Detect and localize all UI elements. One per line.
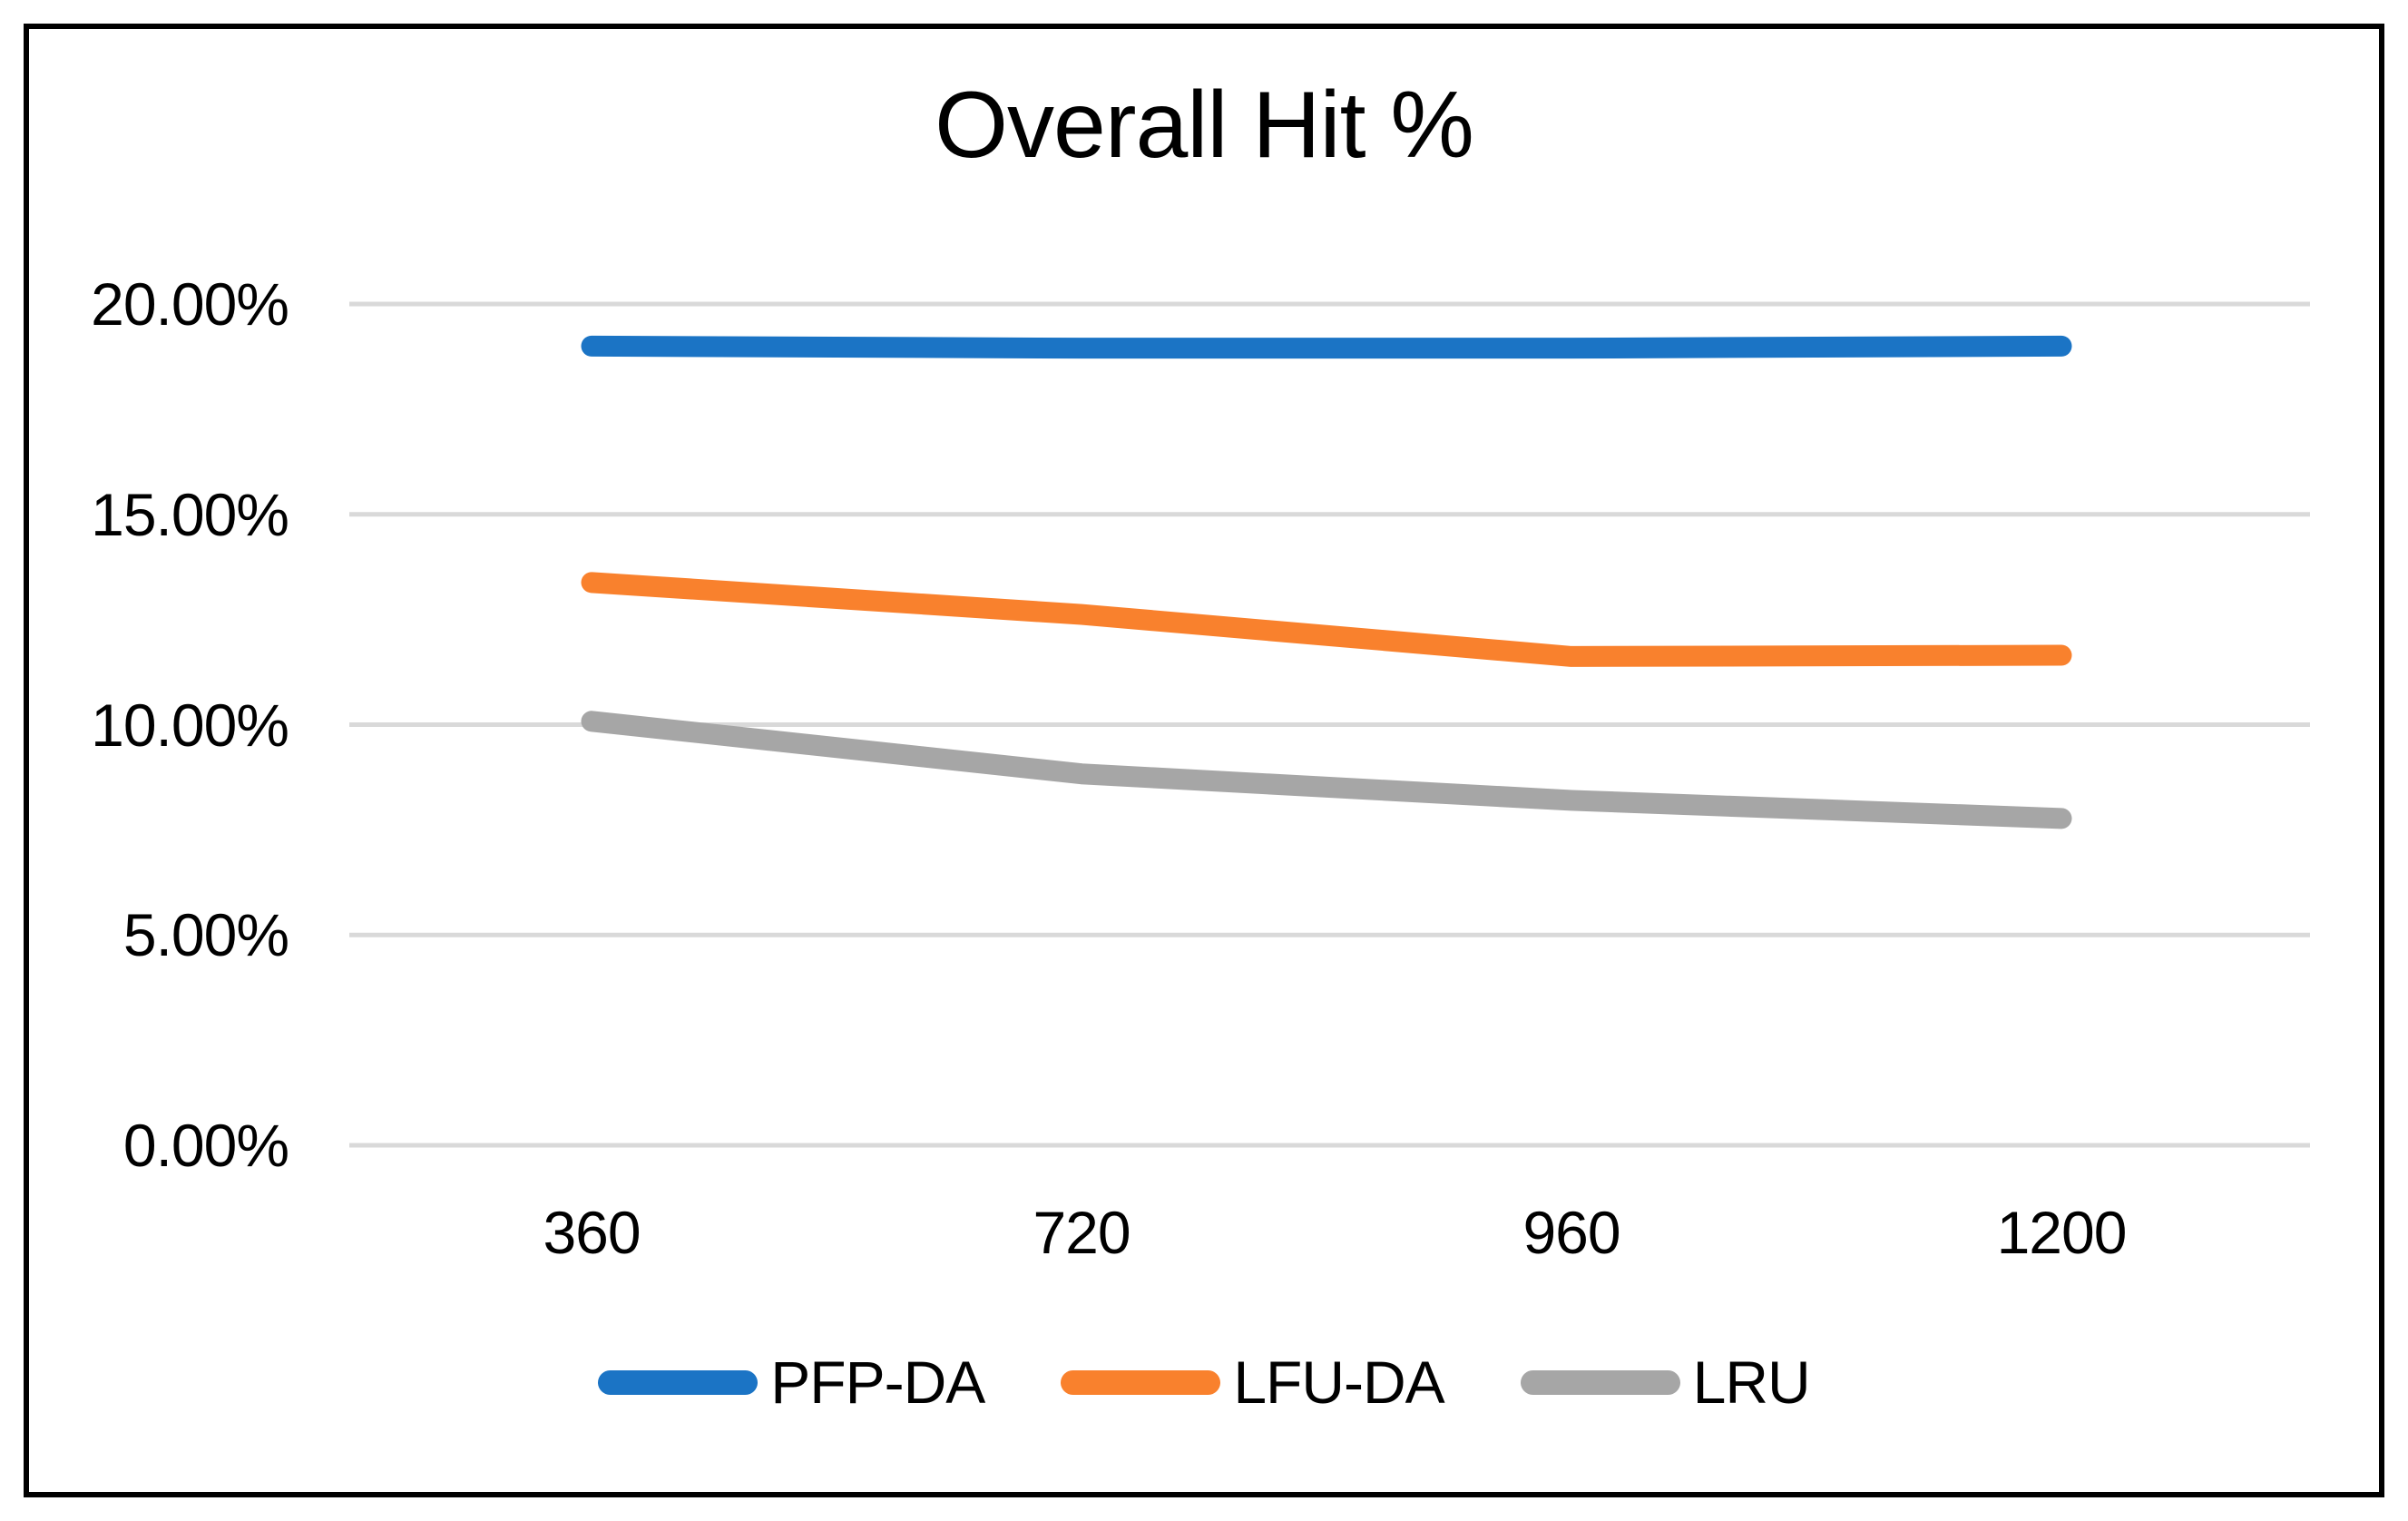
legend-swatch-pfp-da: [598, 1369, 759, 1395]
legend-item-lfu-da: LFU-DA: [1061, 1348, 1445, 1417]
x-tick-label-960: 960: [1522, 1199, 1620, 1266]
legend-item-lru: LRU: [1520, 1348, 1811, 1417]
series-line-lru: [581, 711, 2072, 829]
x-tick-label-720: 720: [1033, 1199, 1131, 1266]
y-tick-label-20.00%: 20.00%: [91, 270, 289, 338]
series-line-pfp-da: [581, 335, 2072, 359]
y-tick-label-15.00%: 15.00%: [91, 480, 289, 548]
legend-swatch-lfu-da: [1061, 1369, 1221, 1395]
chart-title: Overall Hit %: [935, 73, 1474, 178]
y-tick-label-10.00%: 10.00%: [91, 691, 289, 759]
legend: PFP-DA LFU-DA LRU: [0, 1341, 2408, 1423]
x-tick-label-360: 360: [543, 1199, 641, 1266]
legend-label-pfp-da: PFP-DA: [770, 1349, 985, 1416]
legend-label-lfu-da: LFU-DA: [1233, 1349, 1444, 1416]
legend-label-lru: LRU: [1692, 1349, 1811, 1416]
y-tick-label-5.00%: 5.00%: [122, 901, 289, 969]
y-tick-label-0.00%: 0.00%: [122, 1112, 289, 1179]
series-line-lfu-da: [581, 572, 2072, 667]
chart-outer-border: [24, 24, 2384, 1497]
legend-swatch-lru: [1520, 1369, 1680, 1395]
legend-item-pfp-da: PFP-DA: [598, 1348, 985, 1417]
x-tick-label-1200: 1200: [1996, 1199, 2128, 1266]
